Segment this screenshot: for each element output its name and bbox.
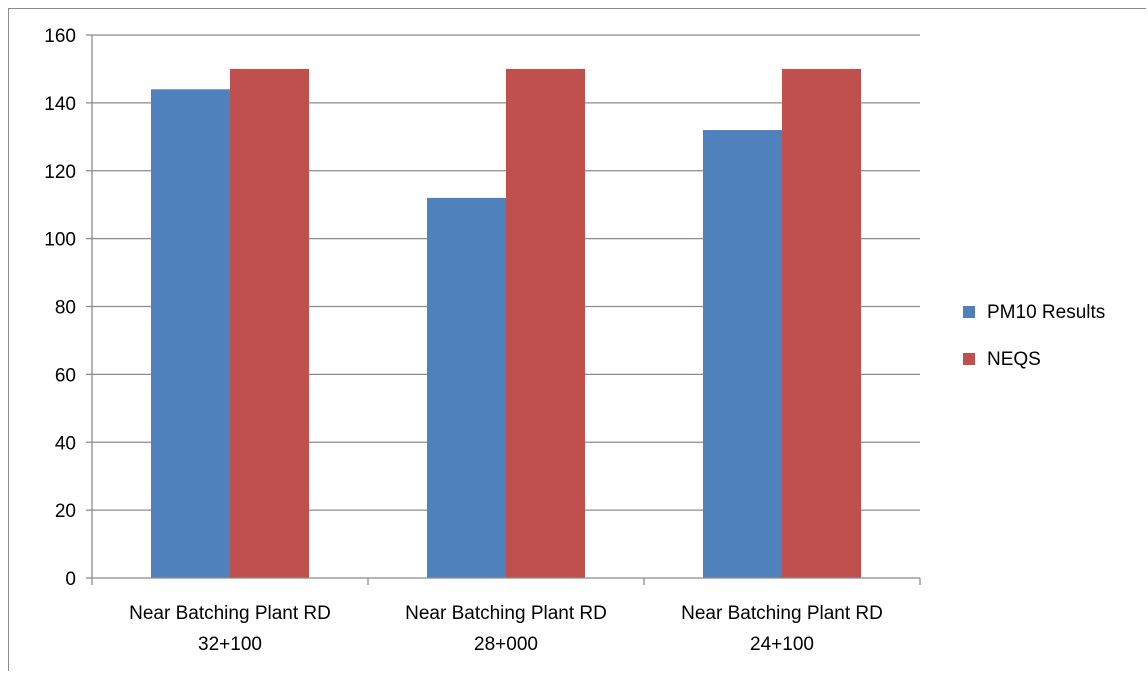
bar-neqs xyxy=(230,68,309,578)
bar-neqs xyxy=(782,68,861,578)
x-tick-label: Near Batching Plant RD xyxy=(405,603,607,624)
bar-pm10-results xyxy=(151,89,230,579)
y-tick-label: 20 xyxy=(55,501,76,522)
bar-pm10-results xyxy=(703,130,782,578)
y-tick-labels: 0 20 40 60 80 100 120 140 160 xyxy=(44,26,76,590)
bars xyxy=(151,68,861,579)
y-tick-label: 0 xyxy=(65,569,76,590)
x-tick-label: Near Batching Plant RD xyxy=(129,603,331,624)
y-tick-label: 160 xyxy=(44,26,76,47)
y-tick-label: 80 xyxy=(55,298,76,319)
bar-neqs xyxy=(506,68,585,578)
x-tick-labels: Near Batching Plant RD 32+100 Near Batchin… xyxy=(129,603,883,655)
axes xyxy=(86,34,921,585)
legend-swatch xyxy=(963,306,975,318)
chart-frame xyxy=(8,8,1146,671)
x-tick-label: 24+100 xyxy=(750,634,814,655)
legend-label: PM10 Results xyxy=(987,302,1105,323)
legend: PM10 Results NEQS xyxy=(963,302,1105,370)
x-tick-label: 32+100 xyxy=(198,634,262,655)
legend-label: NEQS xyxy=(987,349,1041,370)
y-tick-label: 140 xyxy=(44,94,76,115)
legend-swatch xyxy=(963,353,975,365)
y-tick-label: 120 xyxy=(44,162,76,183)
x-tick-label: 28+000 xyxy=(474,634,538,655)
y-tick-label: 60 xyxy=(55,365,76,386)
bar-pm10-results xyxy=(427,197,506,578)
y-tick-label: 40 xyxy=(55,433,76,454)
y-tick-label: 100 xyxy=(44,230,76,251)
x-tick-label: Near Batching Plant RD xyxy=(681,603,883,624)
